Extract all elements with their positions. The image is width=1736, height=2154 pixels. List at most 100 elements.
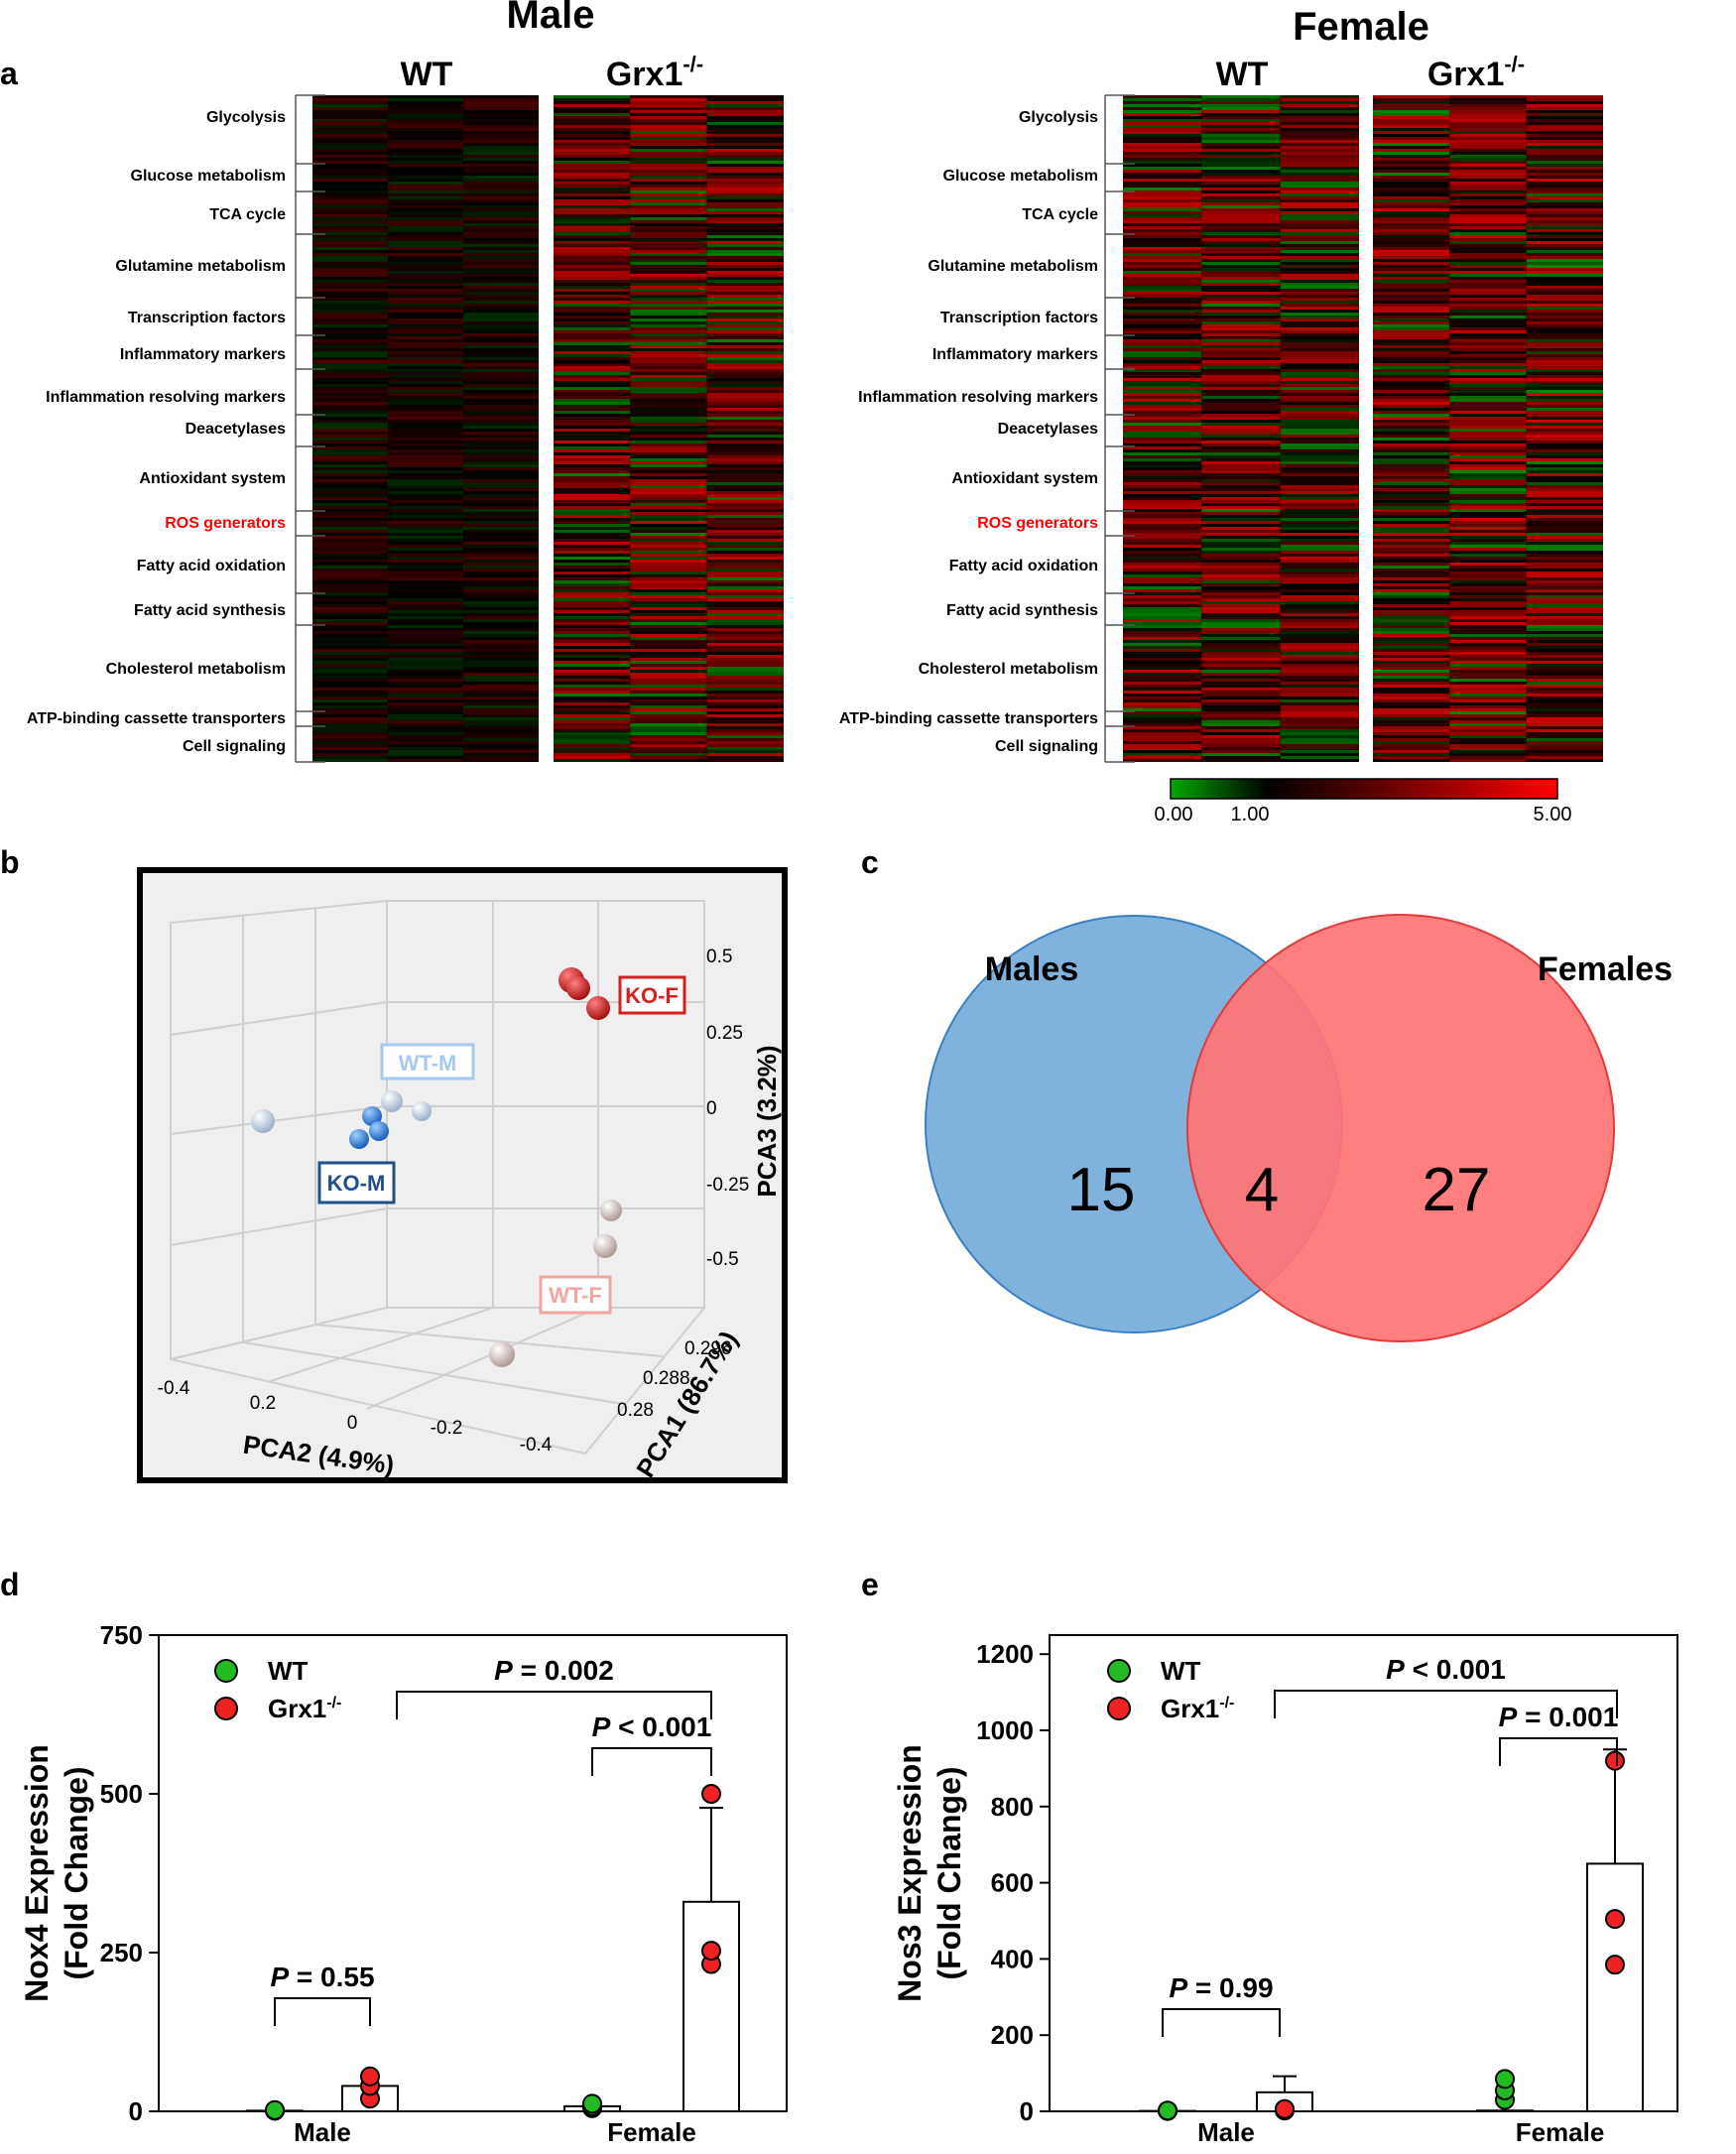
heatmap-cell — [388, 360, 463, 363]
venn-count-males: 15 — [1067, 1156, 1136, 1224]
heatmap-cell — [312, 336, 388, 339]
heatmap-cell — [1526, 113, 1603, 116]
heatmap-cell — [630, 750, 707, 753]
heatmap-cell — [312, 545, 388, 548]
heatmap-cell — [312, 280, 388, 283]
heatmap-cell — [388, 524, 463, 527]
heatmap-cell — [1373, 753, 1450, 756]
heatmap-cell — [463, 729, 539, 732]
heatmap-cell — [1373, 274, 1450, 277]
heatmap-cell — [1373, 202, 1450, 205]
heatmap-cell — [463, 316, 539, 318]
heatmap-cell — [706, 259, 784, 262]
heatmap-cell — [1280, 185, 1359, 188]
heatmap-cell — [1526, 625, 1603, 628]
heatmap-cell — [1373, 676, 1450, 679]
heatmap-cell — [554, 381, 631, 384]
heatmap-cell — [1123, 708, 1202, 711]
heatmap-cell — [1449, 574, 1527, 577]
heatmap-cell — [1201, 226, 1281, 229]
heatmap-cell — [1373, 649, 1450, 652]
heatmap-cell — [312, 479, 388, 482]
heatmap-cell — [1373, 420, 1450, 423]
heatmap-cell — [388, 518, 463, 521]
heatmap-cell — [706, 750, 784, 753]
heatmap-cell — [1373, 342, 1450, 345]
heatmap-cell — [312, 283, 388, 286]
heatmap-cell — [1373, 461, 1450, 464]
heatmap-cell — [312, 432, 388, 435]
heatmap-cell — [630, 691, 707, 694]
heatmap-cell — [388, 128, 463, 131]
heatmap-cell — [312, 399, 388, 402]
heatmap-cell — [1526, 188, 1603, 190]
heatmap-cell — [463, 524, 539, 527]
heatmap-cell — [1373, 726, 1450, 729]
heatmap-cell — [1449, 271, 1527, 274]
heatmap-cell — [1201, 515, 1281, 518]
heatmap-cell — [1280, 732, 1359, 735]
heatmap-cell — [1449, 753, 1527, 756]
heatmap-cell — [463, 387, 539, 390]
heatmap-cell — [463, 670, 539, 673]
heatmap-cell — [1280, 643, 1359, 646]
heatmap-cell — [554, 470, 631, 473]
heatmap-cell — [463, 241, 539, 244]
heatmap-cell — [463, 512, 539, 515]
heatmap-cell — [1280, 438, 1359, 441]
heatmap-cell — [1123, 193, 1202, 196]
heatmap-cell — [1280, 741, 1359, 744]
heatmap-cell — [1123, 443, 1202, 446]
heatmap-cell — [1280, 423, 1359, 426]
heatmap-cell — [630, 435, 707, 438]
heatmap-cell — [1526, 170, 1603, 173]
heatmap-cell — [630, 185, 707, 188]
heatmap-cell — [1123, 390, 1202, 393]
heatmap-cell — [706, 420, 784, 423]
heatmap-cell — [554, 155, 631, 158]
heatmap-cell — [554, 316, 631, 318]
heatmap-cell — [312, 619, 388, 622]
heatmap-cell — [388, 580, 463, 583]
heatmap-cell — [463, 244, 539, 247]
heatmap-cell — [630, 643, 707, 646]
heatmap-cell — [1526, 604, 1603, 607]
heatmap-cell — [1201, 289, 1281, 292]
heatmap-cell — [463, 149, 539, 152]
heatmap-cell — [1526, 244, 1603, 247]
heatmap-cell — [630, 190, 707, 193]
heatmap-cell — [1449, 589, 1527, 592]
heatmap-cell — [1526, 95, 1603, 98]
heatmap-cell — [1280, 753, 1359, 756]
heatmap-cell — [554, 241, 631, 244]
heatmap-cell — [706, 384, 784, 387]
heatmap-cell — [1449, 548, 1527, 551]
heatmap-cell — [1123, 601, 1202, 604]
heatmap-cell — [706, 747, 784, 750]
heatmap-cell — [1201, 714, 1281, 717]
heatmap-cell — [388, 756, 463, 759]
heatmap-cell — [463, 283, 539, 286]
heatmap-cell — [1201, 634, 1281, 637]
category-label: Inflammatory markers — [120, 346, 286, 363]
heatmap-cell — [1373, 384, 1450, 387]
heatmap-cell — [1201, 640, 1281, 643]
heatmap-cell — [706, 372, 784, 375]
heatmap-cell — [388, 494, 463, 497]
heatmap-cell — [706, 98, 784, 101]
heatmap-cell — [1123, 414, 1202, 417]
heatmap-cell — [1373, 744, 1450, 747]
heatmap-cell — [1373, 378, 1450, 381]
heatmap-cell — [1201, 113, 1281, 116]
heatmap-cell — [1373, 443, 1450, 446]
heatmap-cell — [1201, 423, 1281, 426]
heatmap-cell — [630, 441, 707, 443]
heatmap-cell — [1123, 646, 1202, 649]
heatmap-cell — [706, 399, 784, 402]
heatmap-cell — [554, 756, 631, 759]
heatmap-cell — [1373, 286, 1450, 289]
heatmap-cell — [1373, 482, 1450, 485]
heatmap-cell — [554, 637, 631, 640]
heatmap-cell — [1123, 211, 1202, 214]
heatmap-cell — [706, 277, 784, 280]
